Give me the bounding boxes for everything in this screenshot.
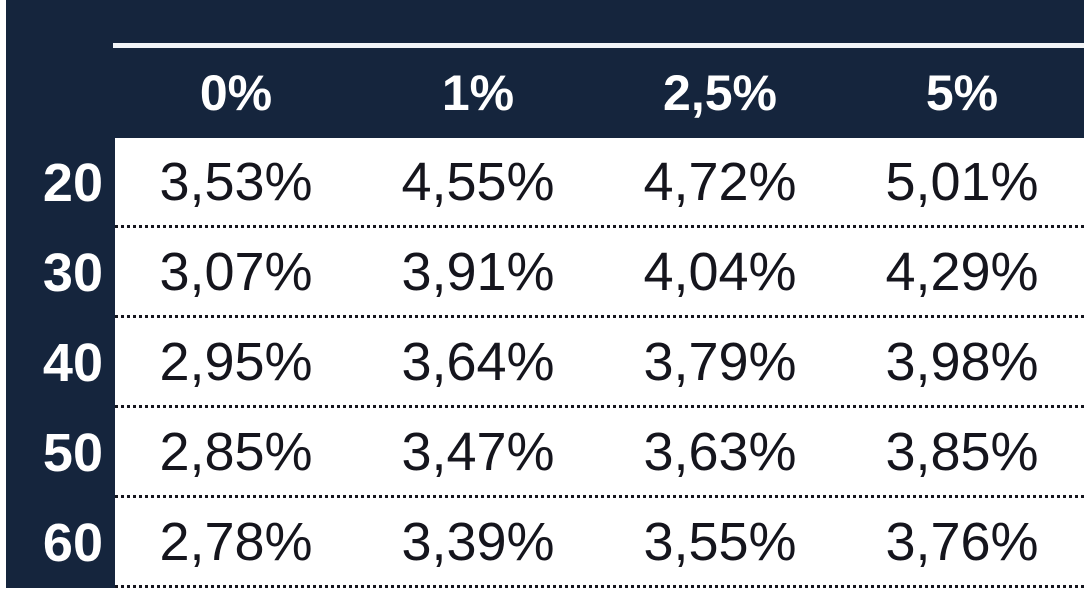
header-top-rule <box>113 43 1084 48</box>
table-header-band <box>6 0 1084 138</box>
table-cell: 3,63% <box>643 421 797 482</box>
table-cell: 4,55% <box>401 151 555 212</box>
table-cell: 3,55% <box>643 511 797 572</box>
table-row: 3,07% 3,91% 4,04% 4,29% <box>115 228 1084 318</box>
table-cell: 3,07% <box>159 241 313 302</box>
table-cell: 3,79% <box>643 331 797 392</box>
table-row: 2,95% 3,64% 3,79% 3,98% <box>115 318 1084 408</box>
table-cell: 3,98% <box>885 331 1039 392</box>
row-label: 20 <box>42 153 103 213</box>
table-row: 2,78% 3,39% 3,55% 3,76% <box>115 498 1084 588</box>
table-cell: 3,76% <box>885 511 1039 572</box>
table-cell: 3,39% <box>401 511 555 572</box>
column-header: 2,5% <box>663 65 777 121</box>
table-cell: 4,04% <box>643 241 797 302</box>
table-cell: 4,29% <box>885 241 1039 302</box>
table-cell: 3,53% <box>159 151 313 212</box>
table-cell: 3,64% <box>401 331 555 392</box>
column-header-row: 0% 1% 2,5% 5% <box>115 48 1084 138</box>
table-cell: 2,95% <box>159 331 313 392</box>
table-cell: 2,78% <box>159 511 313 572</box>
column-header: 5% <box>925 65 999 121</box>
table-cell: 2,85% <box>159 421 313 482</box>
column-header: 0% <box>199 65 273 121</box>
table-cell: 5,01% <box>885 151 1039 212</box>
table-cell: 4,72% <box>643 151 797 212</box>
table-row: 3,53% 4,55% 4,72% 5,01% <box>115 138 1084 228</box>
table-cell: 3,85% <box>885 421 1039 482</box>
row-labels: 20 30 40 50 60 <box>6 138 115 588</box>
table-cell: 3,91% <box>401 241 555 302</box>
table-body: 3,53% 4,55% 4,72% 5,01% 3,07% 3,91% 4,04… <box>115 138 1084 588</box>
row-label: 40 <box>42 333 103 393</box>
row-label: 60 <box>42 513 103 573</box>
row-label-column <box>6 0 115 588</box>
column-header: 1% <box>441 65 515 121</box>
table-row: 2,85% 3,47% 3,63% 3,85% <box>115 408 1084 498</box>
row-label: 50 <box>42 423 103 483</box>
row-label: 30 <box>42 243 103 303</box>
table-cell: 3,47% <box>401 421 555 482</box>
